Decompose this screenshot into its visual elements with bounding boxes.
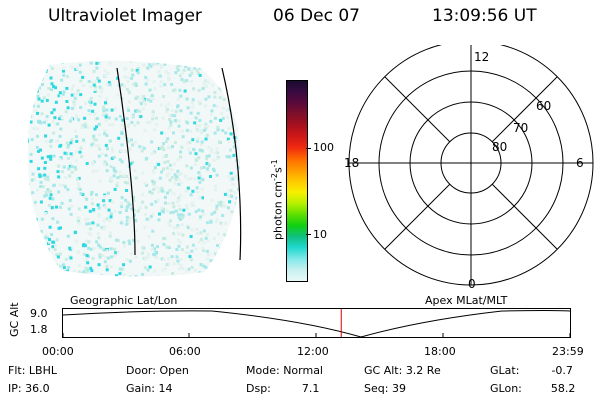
timeline-x-tick-1200: 12:00 (297, 345, 329, 358)
polar-lat-label-70: 70 (513, 121, 528, 135)
timeline-x-tick-0000: 00:00 (42, 345, 74, 358)
instrument-title: Ultraviolet Imager (48, 6, 202, 26)
status-gain: Gain: 14 (126, 382, 173, 395)
timeline-left-label: Geographic Lat/Lon (70, 294, 178, 307)
timeline-y-tick-low: 1.8 (30, 323, 48, 336)
polar-label-right: 6 (576, 156, 584, 170)
status-ip: IP: 36.0 (8, 382, 50, 395)
polar-lat-label-80: 80 (492, 140, 507, 154)
colorbar-tick-label-100: 100 (313, 141, 334, 154)
timeline-right-label: Apex MLat/MLT (425, 294, 508, 307)
polar-mlat-mlt-plot: 12 0 18 6 60 70 80 (344, 45, 594, 291)
status-dsp: Dsp: 7.1 (246, 382, 320, 395)
polar-diag-3 (491, 76, 558, 143)
polar-label-left: 18 (344, 156, 359, 170)
timeline-x-tick-2359: 23:59 (552, 345, 584, 358)
status-seq: Seq: 39 (364, 382, 406, 395)
colorbar-tick-100 (306, 148, 311, 149)
polar-lat-label-60: 60 (536, 99, 551, 113)
status-gc-alt: GC Alt: 3.2 Re (364, 364, 441, 377)
polar-diag-1 (384, 76, 451, 143)
timeline-x-tick-0600: 06:00 (169, 345, 201, 358)
polar-label-top: 12 (474, 50, 489, 64)
terminator-line-2 (221, 67, 242, 261)
polar-label-bottom: 0 (468, 277, 476, 291)
timeline-ticks (62, 333, 571, 337)
polar-diag-2 (491, 183, 558, 250)
timeline-x-tick-1800: 18:00 (424, 345, 456, 358)
timeline-frame (62, 308, 571, 338)
colorbar-tick-label-10: 10 (313, 228, 327, 241)
date-label: 06 Dec 07 (273, 6, 360, 26)
status-mode: Mode: Normal (246, 364, 323, 377)
polar-diag-4 (384, 183, 451, 250)
status-flt: Flt: LBHL (8, 364, 57, 377)
status-glat: GLat: -0.7 (490, 364, 573, 377)
colorbar (286, 80, 308, 282)
colorbar-unit-label: photon cm-2s-1 (270, 159, 285, 240)
status-glon: GLon: 58.2 (490, 382, 576, 395)
status-door: Door: Open (126, 364, 189, 377)
timeline-y-tick-high: 9.0 (30, 307, 48, 320)
altitude-timeline-plot (62, 308, 571, 338)
timeline-y-axis-label: GC Alt (8, 302, 21, 337)
uv-image-panel (27, 60, 242, 277)
altitude-curve (62, 310, 571, 338)
time-label: 13:09:56 UT (432, 6, 537, 26)
terminator-line-1 (116, 67, 136, 256)
colorbar-tick-10 (306, 234, 311, 235)
